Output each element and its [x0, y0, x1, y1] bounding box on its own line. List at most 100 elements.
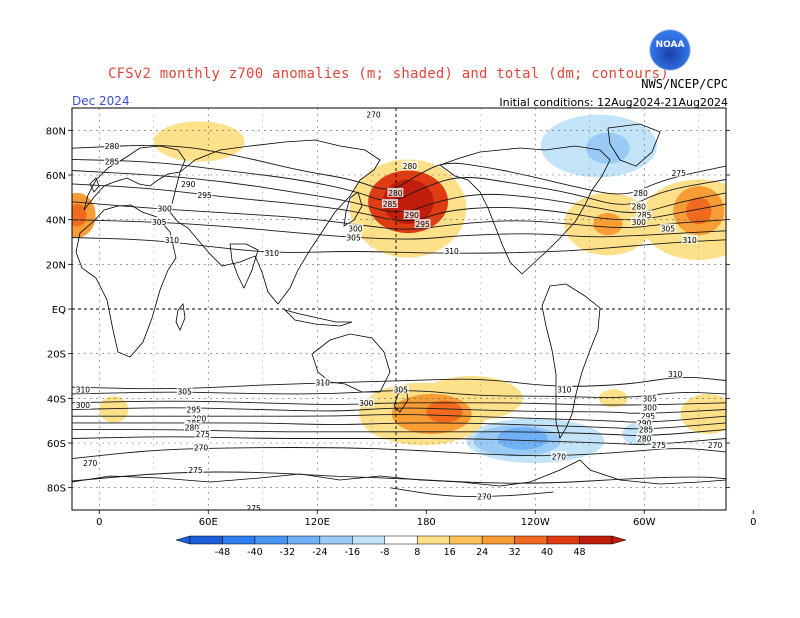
- lat-label: EQ: [52, 305, 66, 316]
- contour-label: 280: [637, 435, 652, 444]
- contour-label-bg: [245, 502, 262, 510]
- lat-label: 20N: [46, 260, 66, 271]
- contour-line-305: [72, 219, 726, 240]
- contour-label: 270: [194, 443, 209, 452]
- colorbar-label: -8: [380, 547, 389, 558]
- contour-label: 285: [639, 426, 654, 435]
- anomaly-patch: [593, 212, 623, 236]
- contour-label-bg: [639, 411, 656, 421]
- contour-label: 275: [247, 504, 262, 513]
- contour-label: 280: [633, 189, 648, 198]
- contour-label-bg: [176, 386, 193, 396]
- contour-label-bg: [82, 458, 99, 468]
- lon-label: 180: [417, 517, 436, 528]
- contour-label-bg: [187, 464, 204, 474]
- colorbar-segment: [319, 535, 353, 545]
- contour-label: 275: [652, 441, 667, 450]
- contour-line-285: [72, 158, 726, 205]
- contour-label-bg: [641, 402, 658, 412]
- contour-label-bg: [180, 178, 197, 188]
- contour-label: 280: [632, 202, 647, 211]
- contour-label-bg: [681, 234, 698, 244]
- coast-greenland: [607, 123, 661, 167]
- contour-label-bg: [550, 451, 567, 461]
- coast-madagascar: [175, 303, 186, 331]
- contour-label: 270: [83, 459, 98, 468]
- colorbar-label: 8: [414, 547, 420, 558]
- contour-line-300: [72, 400, 726, 406]
- contour-label-bg: [156, 203, 173, 213]
- colorbar-segment: [546, 535, 580, 545]
- lat-label: 20S: [47, 350, 66, 361]
- contour-label-bg: [707, 440, 724, 450]
- contour-label: 295: [415, 220, 430, 229]
- contour-label-bg: [632, 187, 649, 197]
- contour-label-bg: [667, 368, 684, 378]
- lon-label: 60E: [199, 517, 218, 528]
- contour-label-bg: [401, 161, 418, 171]
- contour-label-bg: [74, 400, 91, 410]
- contour-label-bg: [636, 210, 653, 220]
- contour-label-bg: [630, 201, 647, 211]
- contour-label: 280: [403, 162, 418, 171]
- initial-conditions: Initial conditions: 12Aug2024-21Aug2024: [499, 96, 728, 109]
- lon-label: 120W: [521, 517, 550, 528]
- contour-label-bg: [185, 404, 202, 414]
- gridlines: [72, 108, 726, 510]
- anomaly-patch: [497, 427, 548, 450]
- contour-label: 290: [637, 419, 652, 428]
- contour-label-bg: [641, 393, 658, 403]
- lat-label: 60N: [46, 171, 66, 182]
- contour-label: 310: [557, 385, 572, 394]
- contour-label: 280: [388, 189, 403, 198]
- contour-line-275: [72, 471, 726, 484]
- contour-label: 280: [105, 142, 120, 151]
- contour-line-280: [72, 429, 726, 436]
- contour-label: 310: [316, 379, 331, 388]
- colorbar-label: 40: [541, 547, 553, 558]
- contour-label-bg: [381, 199, 398, 209]
- contour-line-295: [72, 183, 726, 222]
- colorbar-arrow-high: [611, 535, 627, 545]
- contour-label: 275: [196, 430, 211, 439]
- contour-label: 290: [181, 180, 196, 189]
- anomaly-patch: [72, 204, 87, 227]
- colorbar-segment: [254, 535, 288, 545]
- contour-label: 305: [152, 218, 167, 227]
- contour-label-bg: [163, 234, 180, 244]
- lon-label: 0: [96, 517, 102, 528]
- colorbar-label: 24: [476, 547, 488, 558]
- contour-label: 295: [641, 412, 656, 421]
- contour-label: 270: [477, 493, 492, 502]
- logo-text: NOAA: [655, 40, 685, 50]
- lon-label: 60W: [633, 517, 656, 528]
- contour-line-290: [72, 170, 726, 213]
- coast-asia: [169, 139, 381, 305]
- contour-label-bg: [670, 167, 687, 177]
- contour-label: 305: [661, 225, 676, 234]
- contour-line-270: [72, 447, 726, 460]
- agency-label: NWS/NCEP/CPC: [641, 77, 728, 91]
- contour-label: 300: [632, 218, 647, 227]
- colorbar-label: -16: [345, 547, 361, 558]
- contour-label: 300: [76, 401, 91, 410]
- contour-label: 285: [383, 200, 398, 209]
- contour-label: 310: [165, 236, 180, 245]
- contour-label-bg: [103, 156, 120, 166]
- contour-label: 310: [265, 249, 280, 258]
- contour-label: 275: [188, 466, 203, 475]
- colorbar-segment: [287, 535, 321, 545]
- coast-indonesia: [283, 309, 353, 327]
- colorbar-segment: [579, 535, 613, 545]
- contour-line-310: [72, 377, 726, 390]
- noaa-logo: NOAA: [650, 30, 690, 70]
- colorbar-segment: [514, 535, 548, 545]
- contour-label-bg: [659, 223, 676, 233]
- contour-label: 300: [359, 399, 374, 408]
- contour-label-bg: [556, 384, 573, 394]
- contour-label: 295: [197, 191, 212, 200]
- colorbar-segment: [481, 535, 515, 545]
- colorbar-segment: [352, 535, 386, 545]
- contour-label-bg: [392, 384, 409, 394]
